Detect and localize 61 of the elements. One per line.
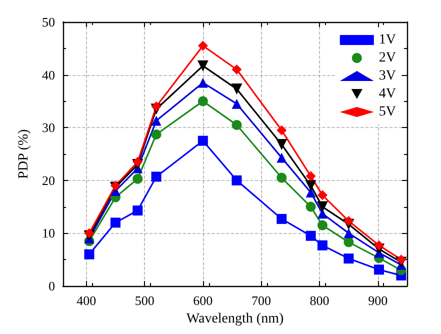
legend-label: 3V <box>378 68 396 84</box>
point <box>151 116 162 126</box>
point <box>306 188 316 198</box>
point <box>317 240 328 250</box>
point <box>232 175 242 186</box>
legend-label: 4V <box>378 86 396 102</box>
point <box>198 78 208 88</box>
point <box>151 172 162 182</box>
point <box>306 171 316 182</box>
y-tick-label: 50 <box>42 14 55 30</box>
point <box>276 214 287 224</box>
x-tick-label: 500 <box>134 293 154 308</box>
point <box>198 40 208 51</box>
point <box>396 254 406 265</box>
point <box>306 202 316 212</box>
point <box>198 136 208 146</box>
point <box>232 64 242 75</box>
point <box>198 96 208 106</box>
y-tick-label: 0 <box>48 278 55 294</box>
x-axis-title: Wavelength (nm) <box>186 312 284 326</box>
point <box>344 228 354 238</box>
y-tick-label: 30 <box>42 120 55 136</box>
y-tick-label: 10 <box>42 226 55 241</box>
point <box>374 240 384 250</box>
point <box>197 60 208 72</box>
point <box>232 98 242 109</box>
point <box>344 237 354 248</box>
x-tick-label: 800 <box>310 293 330 308</box>
point <box>317 220 328 230</box>
x-tick-label: 400 <box>76 293 96 308</box>
point <box>276 152 287 163</box>
point <box>316 201 328 212</box>
y-tick-label: 20 <box>42 172 55 188</box>
point <box>374 264 384 275</box>
point <box>151 129 162 140</box>
point <box>232 120 242 130</box>
legend-label: 2V <box>378 50 396 66</box>
legend-label: 5V <box>378 104 396 120</box>
point <box>84 228 94 238</box>
point <box>317 208 328 219</box>
y-tick-label: 40 <box>42 67 55 82</box>
point <box>84 249 94 260</box>
legend-label: 1V <box>378 32 396 48</box>
point <box>132 205 143 216</box>
point <box>276 125 287 136</box>
point <box>276 172 287 183</box>
x-tick-label: 600 <box>193 293 213 308</box>
point <box>132 156 143 167</box>
point <box>132 174 143 184</box>
x-tick-label: 900 <box>368 293 388 308</box>
point <box>344 254 354 264</box>
point <box>110 218 120 228</box>
point <box>231 84 242 95</box>
point <box>317 190 328 200</box>
x-tick-label: 700 <box>251 293 271 308</box>
point <box>151 101 162 112</box>
point <box>276 138 288 150</box>
point <box>344 216 354 226</box>
point <box>305 180 316 192</box>
point <box>306 230 316 241</box>
y-axis-title: PDP (%) <box>16 128 32 179</box>
